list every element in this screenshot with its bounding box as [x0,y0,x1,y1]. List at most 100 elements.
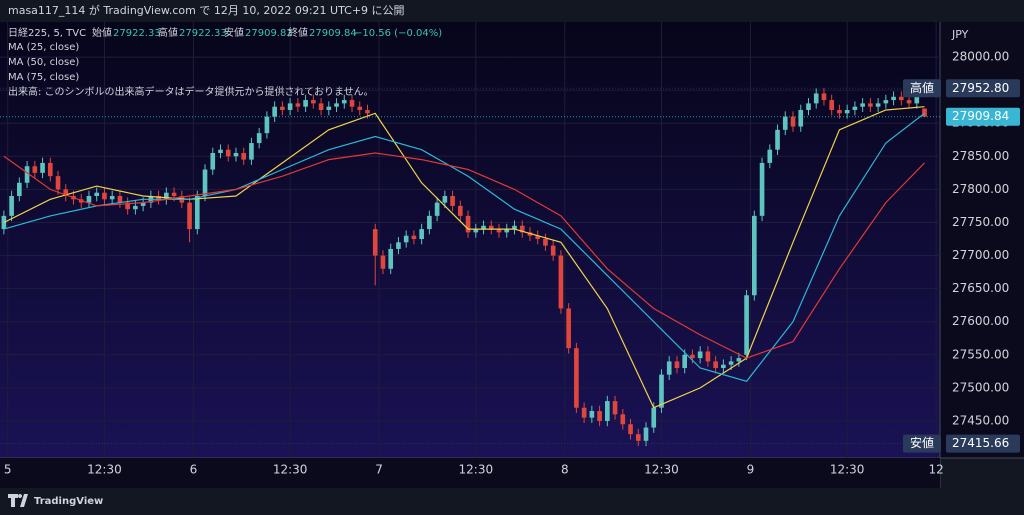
candle-body [427,215,432,230]
candle-body [496,229,502,233]
x-tick-label: 12:30 [644,463,679,477]
candle-body [643,427,649,441]
high-label: 高値 [158,26,178,39]
candle-body [140,202,146,206]
price-tag-label: 27952.80 [952,81,1009,95]
candle-body [63,189,69,197]
y-tick-label: 27650.00 [952,281,1009,295]
y-tick-label: 27500.00 [952,380,1009,394]
high-value: 27922.33 [179,28,227,39]
volume-note: 出来高: このシンボルの出来高データはデータ提供元から提供されておりません。 [8,85,374,98]
candle-body [829,100,835,110]
candle-body [419,229,424,240]
candle-body [9,196,14,216]
candle-body [697,351,703,359]
candle-body [821,93,827,101]
y-tick-label: 27550.00 [952,347,1009,361]
price-tag [946,79,1020,98]
price-tag-name: 安値 [910,435,934,450]
candle-body [434,202,440,216]
footer [0,488,1024,515]
legend-entry: MA (50, close) [8,57,79,68]
candle-body [798,109,804,127]
candle-body [357,106,363,110]
candle-body [47,162,53,177]
candle-body [465,215,471,233]
candle-body [450,196,455,206]
candle-body [736,358,742,362]
price-tag-name: 高値 [910,80,934,95]
candle-body [674,361,680,369]
candle-body [225,149,231,157]
candle-body [349,100,355,107]
candle-body [635,434,641,441]
candle-body [481,225,486,230]
candle-body [40,162,45,173]
x-tick-label: 12:30 [273,463,308,477]
x-tick-label: 8 [561,463,569,477]
candle-body [744,295,749,355]
x-tick-label: 12:30 [459,463,494,477]
candle-body [396,242,401,249]
candle-body [868,103,873,107]
candle-body [194,196,200,230]
candle-body [411,235,417,240]
candle-body [659,374,664,408]
candle-body [690,354,695,359]
candle-body [109,196,115,200]
candle-body [311,100,316,104]
candle-body [133,205,138,210]
y-tick-label: 27850.00 [952,149,1009,163]
candle-body [55,176,61,190]
candle-body [86,196,92,203]
candle-body [713,361,718,369]
candle-body [171,192,177,197]
x-tick-label: 12 [928,463,943,477]
x-tick-label: 9 [747,463,755,477]
candle-body [512,225,517,230]
candle-body [898,96,904,101]
candle-body [249,143,254,160]
candle-body [543,239,548,246]
open-label: 始値 [92,26,112,39]
candle-body [666,361,672,375]
candle-body [94,192,100,197]
low-label: 安値 [224,26,244,39]
x-tick-label: 12:30 [830,463,865,477]
candle-body [1,215,7,230]
publish-note: masa117_114 が TradingView.com で 12月 10, … [8,3,405,17]
candle-body [628,424,633,435]
candle-body [334,103,339,107]
price-tag-name-bg [903,79,941,98]
candle-body [280,106,285,110]
candle-body [844,109,850,114]
candle-body [473,229,479,233]
candle-body [403,235,409,243]
legend-entry: MA (25, close) [8,42,79,53]
candle-body [558,255,564,309]
ma-line [3,112,925,382]
candle-body [682,354,688,369]
candle-body [326,106,332,110]
y-tick-label: 27450.00 [952,413,1009,427]
candle-body [117,196,123,203]
candle-body [566,308,571,349]
ma-line [3,152,925,359]
candle-body [767,149,773,163]
candle-body [813,93,819,104]
candle-body [102,192,107,200]
candle-body [759,162,765,216]
price-tag-name-bg [903,434,941,453]
candle-body [164,192,169,200]
plot [0,22,940,458]
legend-entry: MA (75, close) [8,72,79,83]
y-tick-label: 27800.00 [952,182,1009,196]
candle-body [860,103,865,107]
close-value: 27909.84 [309,28,357,39]
plot-area [0,22,940,458]
candle-body [605,401,610,421]
legend: 日経225, 5, TVC 始値 27922.33 高値 27922.33 安値… [8,26,442,98]
brand: TradingView [34,496,103,507]
candle-body [287,103,293,110]
candle-body [233,152,239,157]
